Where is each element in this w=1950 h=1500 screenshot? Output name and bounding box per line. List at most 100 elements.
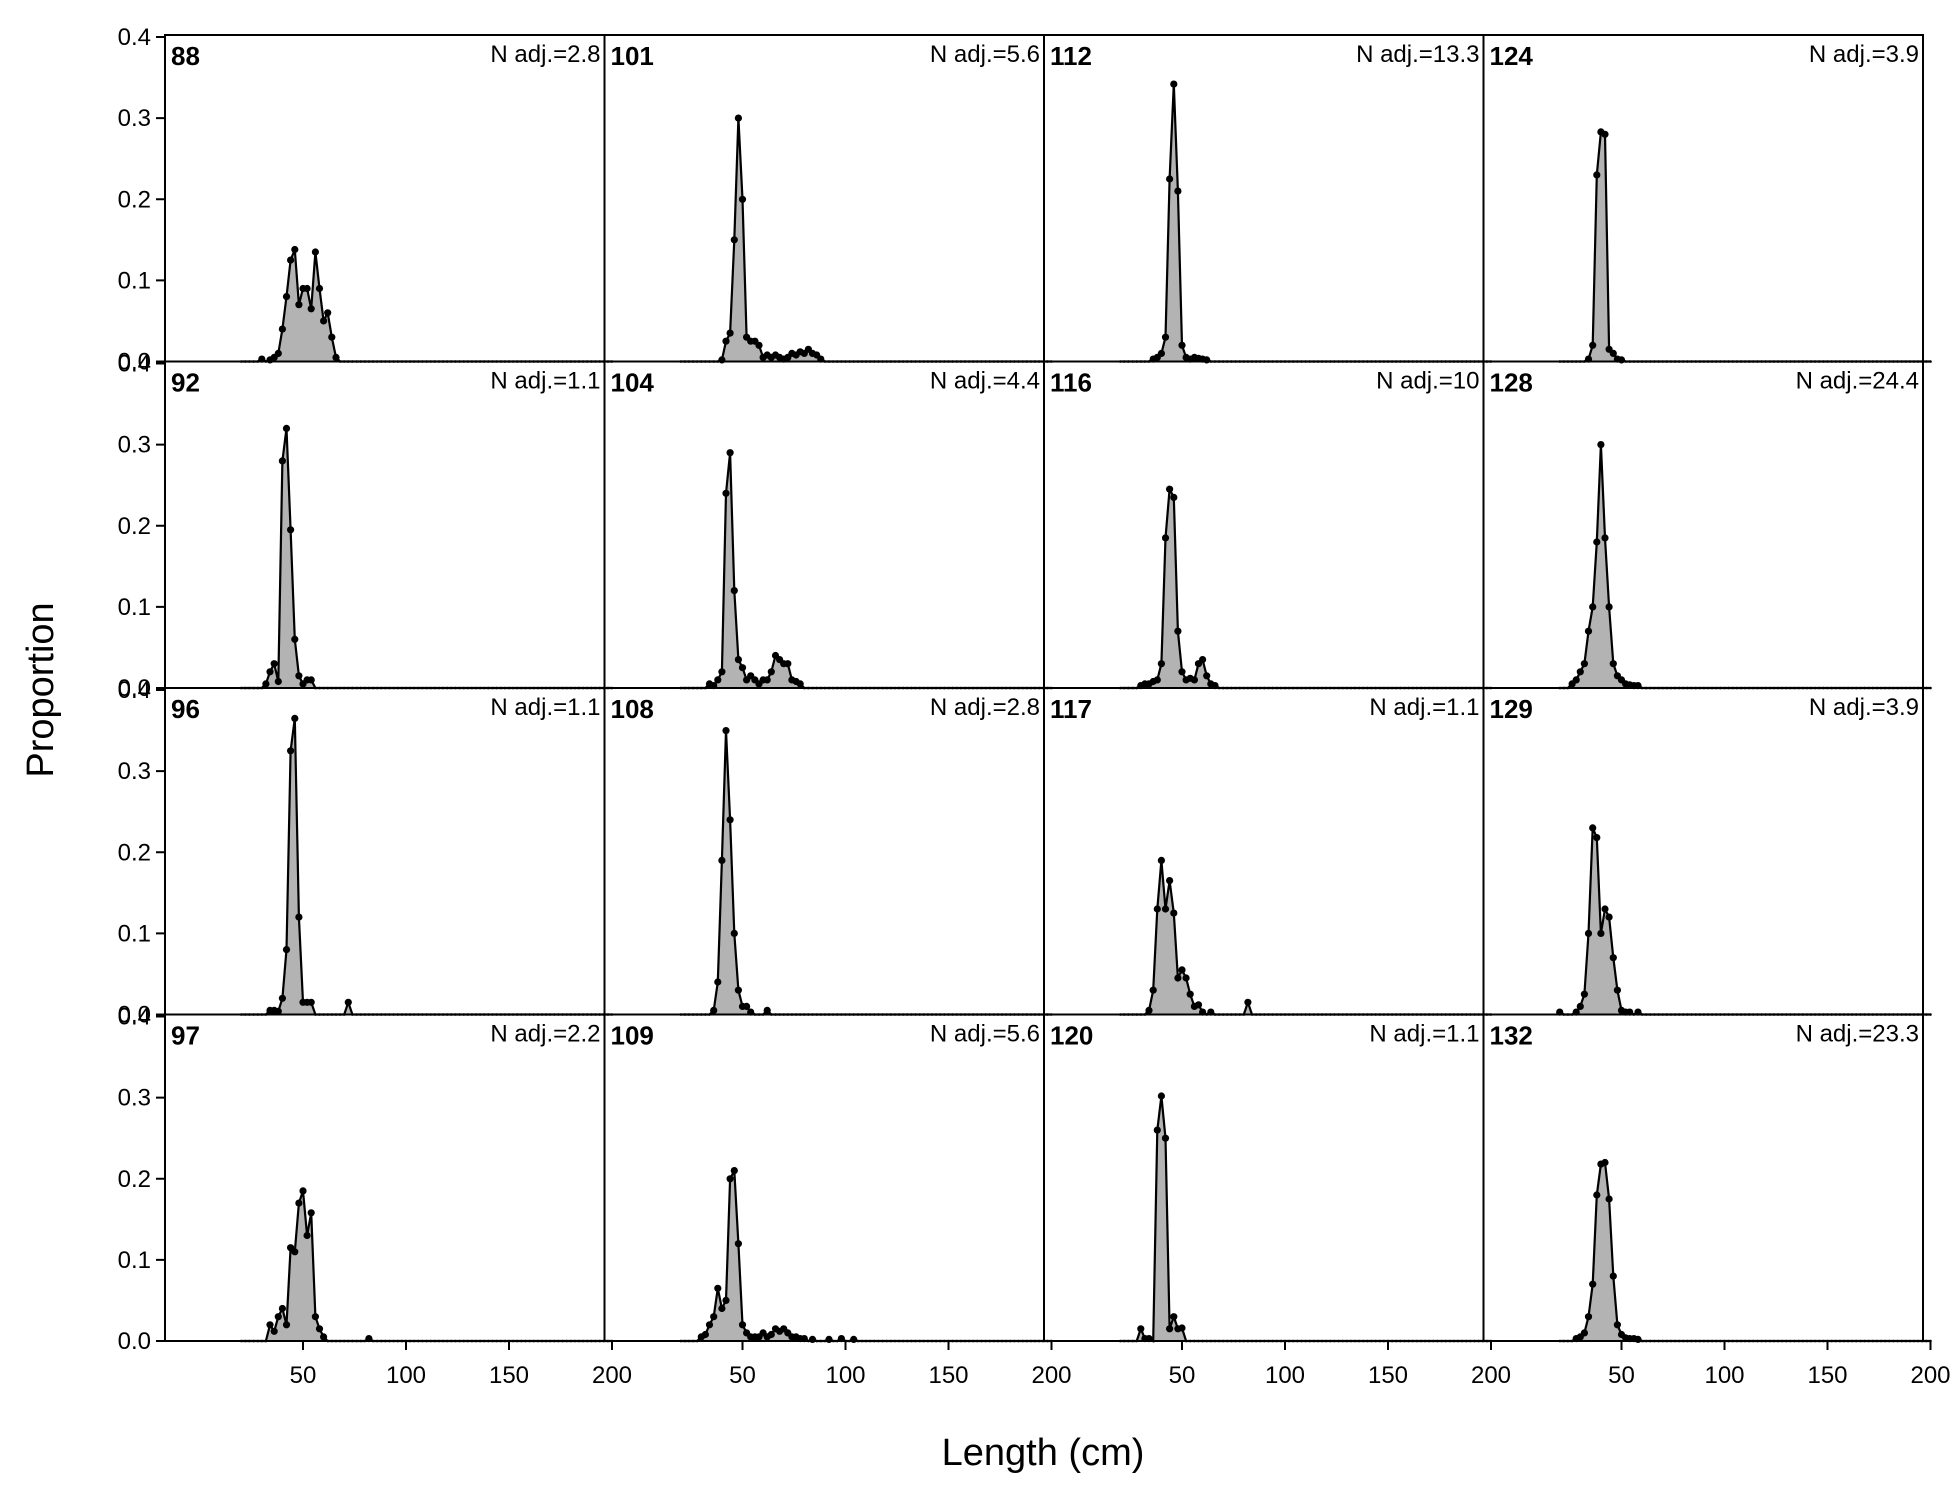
data-point — [1161, 534, 1170, 542]
data-point — [295, 672, 303, 680]
data-point — [1157, 349, 1165, 357]
y-tick-label: 0.4 — [118, 1004, 151, 1031]
x-tick-label: 100 — [1265, 1362, 1305, 1389]
distribution-area — [1559, 131, 1931, 362]
data-point — [734, 656, 743, 664]
y-tick-label: 0.4 — [118, 351, 151, 378]
panel-97: 97 N adj.=2.2 — [164, 1013, 614, 1343]
panel-id-label: 124 — [1490, 41, 1534, 71]
y-tick-label: 0.4 — [118, 24, 151, 51]
data-point — [763, 676, 771, 684]
n-adj-label: N adj.=1.1 — [1369, 1021, 1479, 1048]
n-adj-label: N adj.=2.2 — [490, 1021, 600, 1048]
data-point — [1589, 341, 1597, 349]
panel-104: 104 N adj.=4.4 — [603, 360, 1053, 690]
data-point — [1157, 660, 1165, 668]
n-adj-label: N adj.=1.1 — [490, 694, 600, 721]
data-point — [1601, 1158, 1609, 1167]
data-point — [1601, 905, 1609, 913]
distribution-line — [1559, 444, 1931, 690]
x-tick-label: 100 — [825, 1362, 865, 1389]
distribution-area — [241, 249, 612, 362]
data-point — [307, 998, 315, 1006]
y-tick-label: 0.2 — [118, 513, 151, 540]
panel-128: 128 N adj.=24.4 — [1482, 360, 1932, 690]
data-point — [1584, 929, 1593, 938]
data-point — [730, 587, 738, 595]
data-point — [282, 293, 291, 301]
data-point — [315, 284, 324, 293]
y-tick-label: 0.1 — [118, 594, 151, 621]
panel-id-label: 132 — [1490, 1021, 1533, 1051]
data-point — [1161, 905, 1170, 913]
y-tick-label: 0.3 — [118, 432, 151, 459]
panel-frame — [603, 360, 1045, 689]
data-point — [1609, 1272, 1617, 1280]
data-point — [726, 1175, 734, 1183]
distribution-line — [241, 428, 612, 690]
data-point — [270, 660, 278, 668]
panel-frame — [603, 687, 1045, 1016]
data-point — [1589, 1280, 1597, 1288]
data-point — [1613, 986, 1621, 994]
panels-layer: 88 N adj.=2.8 92 N adj.=1.1 96 N adj.=1.1 97 N … — [164, 34, 1932, 1343]
distribution-area — [1559, 1162, 1931, 1341]
panel-frame — [1482, 1013, 1924, 1342]
x-tick-label: 150 — [1807, 1362, 1847, 1389]
panel-112: 112 N adj.=13.3 — [1043, 34, 1493, 364]
panel-id-label: 128 — [1490, 368, 1533, 398]
panel-frame — [1043, 1013, 1485, 1342]
panel-frame — [1482, 360, 1924, 689]
data-point — [1580, 660, 1588, 668]
data-point — [295, 913, 303, 921]
n-adj-label: N adj.=2.8 — [930, 694, 1040, 721]
data-point — [767, 668, 775, 676]
panel-id-label: 120 — [1050, 1021, 1093, 1051]
x-tick-label: 50 — [729, 1362, 756, 1389]
data-point — [1593, 538, 1601, 546]
data-point — [734, 114, 743, 122]
x-tick-label: 150 — [1368, 1362, 1408, 1389]
data-point — [722, 489, 730, 497]
data-point — [266, 1321, 274, 1329]
x-tick-label: 150 — [928, 1362, 968, 1389]
data-point — [1584, 1313, 1593, 1321]
x-tick-label: 100 — [1704, 1362, 1744, 1389]
data-point — [1576, 668, 1584, 676]
panel-108: 108 N adj.=2.8 — [603, 687, 1053, 1016]
data-point — [1174, 627, 1182, 635]
data-point — [730, 236, 738, 244]
panel-129: 129 N adj.=3.9 — [1482, 687, 1932, 1016]
data-point — [738, 195, 747, 203]
data-point — [1166, 1325, 1174, 1333]
panel-132: 132 N adj.=23.3 — [1482, 1013, 1932, 1343]
data-point — [1178, 341, 1186, 349]
data-point — [1613, 1321, 1621, 1329]
distribution-area — [1120, 1096, 1491, 1341]
n-adj-label: N adj.=10 — [1376, 368, 1479, 395]
panel-id-label: 117 — [1050, 694, 1092, 724]
data-point — [1186, 990, 1194, 998]
data-point — [315, 1325, 324, 1333]
data-point — [291, 635, 299, 643]
n-adj-label: N adj.=5.6 — [930, 41, 1040, 68]
n-adj-label: N adj.=1.1 — [490, 368, 600, 395]
distribution-area — [1559, 444, 1931, 688]
panel-id-label: 92 — [171, 368, 200, 398]
data-point — [278, 325, 286, 333]
data-point — [291, 245, 299, 254]
data-point — [1178, 966, 1186, 974]
data-point — [1194, 1001, 1203, 1009]
data-point — [1925, 1013, 1928, 1016]
x-tick-label: 100 — [386, 1362, 426, 1389]
data-point — [726, 329, 734, 337]
data-point — [1157, 1092, 1165, 1100]
data-point — [714, 1284, 722, 1292]
n-adj-label: N adj.=1.1 — [1369, 694, 1479, 721]
data-point — [1589, 824, 1597, 832]
panel-id-label: 96 — [171, 694, 200, 724]
panel-frame — [1043, 34, 1485, 363]
data-point — [307, 676, 315, 684]
n-adj-label: N adj.=3.9 — [1809, 41, 1919, 68]
data-point — [1166, 485, 1174, 493]
